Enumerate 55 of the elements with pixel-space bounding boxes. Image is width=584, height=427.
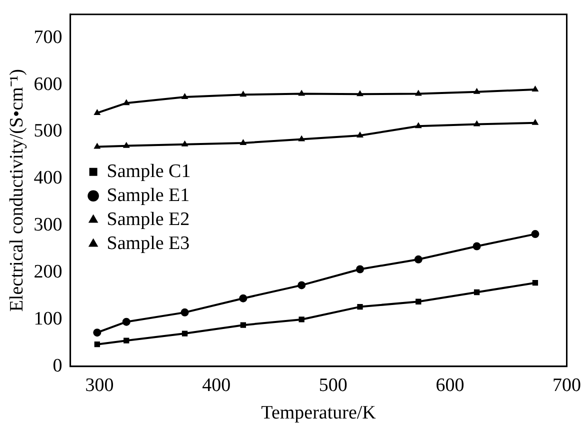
y-tick-label: 200 <box>34 262 62 283</box>
point <box>356 131 364 138</box>
point <box>473 88 480 94</box>
point <box>298 135 306 142</box>
point <box>93 328 102 337</box>
point <box>473 120 480 126</box>
y-tick-label: 0 <box>52 355 62 376</box>
point <box>122 142 130 148</box>
point <box>94 342 100 348</box>
point <box>298 90 306 96</box>
x-tick-label: 500 <box>318 374 348 396</box>
point <box>240 322 246 328</box>
y-tick-label: 700 <box>34 26 62 48</box>
point <box>239 294 248 302</box>
point <box>532 118 539 125</box>
point <box>181 140 188 146</box>
legend-label: Sample E2 <box>106 208 190 230</box>
point <box>181 93 188 100</box>
point <box>182 330 188 336</box>
x-tick-label: 700 <box>552 374 581 396</box>
point <box>240 139 247 145</box>
point <box>94 142 101 149</box>
point <box>416 298 422 304</box>
point <box>356 90 364 96</box>
point <box>122 99 130 106</box>
point <box>414 122 422 128</box>
point <box>180 308 189 316</box>
x-tick-label: 300 <box>85 374 114 396</box>
point <box>357 304 363 310</box>
point <box>472 242 481 250</box>
point <box>94 108 101 115</box>
legend-label: Sample C1 <box>106 160 191 182</box>
point <box>414 255 422 264</box>
point <box>532 280 538 286</box>
y-tick-label: 400 <box>34 168 62 189</box>
point <box>356 265 364 274</box>
point <box>474 289 480 296</box>
point <box>531 230 540 238</box>
point <box>124 338 130 344</box>
y-tick-label: 500 <box>34 120 62 142</box>
y-tick-label: 100 <box>34 308 62 330</box>
y-tick-label: 300 <box>34 214 62 236</box>
point <box>122 318 130 326</box>
point <box>532 85 539 92</box>
y-tick-label: 600 <box>34 74 62 95</box>
x-axis-title: Temperature/K <box>261 402 376 424</box>
y-axis-title: Electrical conductivity/(S•cm⁻¹) <box>6 69 28 312</box>
x-tick-label: 600 <box>436 374 464 396</box>
legend-label: Sample E3 <box>106 232 190 254</box>
point <box>298 316 304 322</box>
point <box>298 281 306 290</box>
point <box>414 90 422 96</box>
x-tick-label: 400 <box>202 374 231 396</box>
legend-label: Sample E1 <box>106 184 190 206</box>
point <box>240 90 247 97</box>
